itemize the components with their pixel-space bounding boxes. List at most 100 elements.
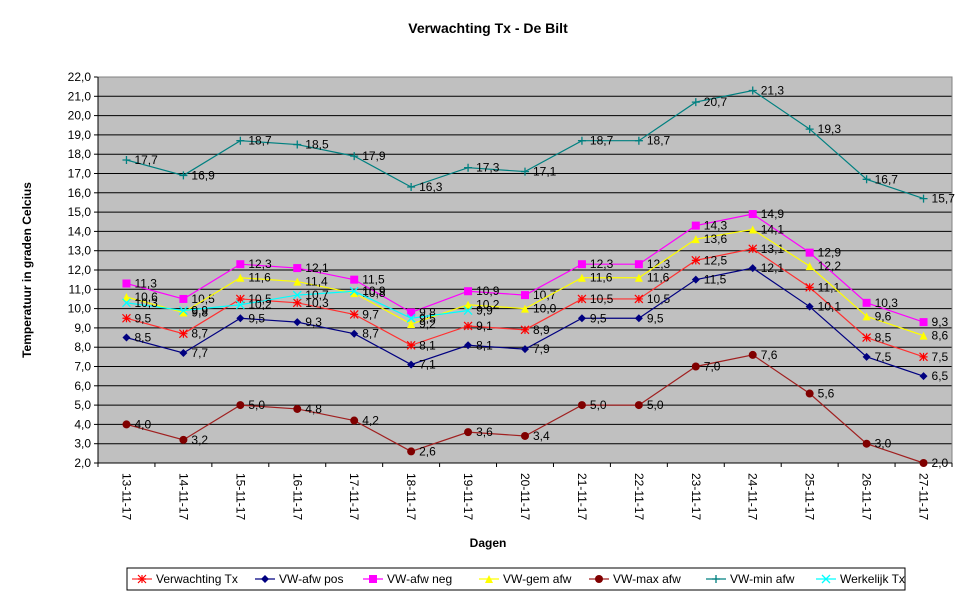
data-label: 11,1 xyxy=(818,280,841,294)
data-label: 10,0 xyxy=(533,302,557,316)
data-label: 18,7 xyxy=(647,134,671,148)
marker xyxy=(293,277,302,286)
marker xyxy=(464,341,473,350)
marker xyxy=(521,167,529,176)
data-label: 11,6 xyxy=(248,271,271,285)
marker xyxy=(407,360,416,369)
marker xyxy=(595,575,603,583)
data-label: 7,1 xyxy=(419,358,436,372)
marker xyxy=(577,401,586,410)
legend-label: VW-afw pos xyxy=(279,572,343,586)
legend-label: VW-min afw xyxy=(730,572,795,586)
data-label: 11,6 xyxy=(647,271,670,285)
data-label: 8,6 xyxy=(932,329,949,343)
data-label: 13,1 xyxy=(761,242,785,256)
x-tick-label: 27-11-17 xyxy=(917,473,931,520)
data-label: 8,7 xyxy=(191,327,208,341)
data-label: 18,5 xyxy=(305,138,329,152)
y-tick-label: 15,0 xyxy=(68,205,92,219)
marker xyxy=(122,155,131,164)
marker xyxy=(634,294,644,304)
data-label: 3,0 xyxy=(875,437,892,451)
data-label: 20,7 xyxy=(704,95,728,109)
marker xyxy=(407,183,416,192)
marker xyxy=(464,300,473,309)
marker xyxy=(179,171,188,180)
marker xyxy=(691,235,700,244)
marker xyxy=(748,210,757,219)
data-label: 13,6 xyxy=(704,232,728,246)
marker xyxy=(179,308,188,317)
marker xyxy=(350,152,359,161)
marker xyxy=(235,294,245,304)
marker xyxy=(634,314,643,323)
marker xyxy=(178,329,188,339)
data-label: 11,6 xyxy=(590,271,613,285)
data-label: 9,5 xyxy=(248,311,265,325)
marker xyxy=(691,255,701,265)
data-label: 16,7 xyxy=(875,172,899,186)
marker xyxy=(521,345,529,354)
data-label: 10,2 xyxy=(248,298,272,312)
marker xyxy=(862,352,871,361)
data-label: 14,3 xyxy=(704,219,728,233)
data-label: 7,5 xyxy=(875,350,892,364)
marker xyxy=(691,362,700,371)
marker xyxy=(634,136,643,145)
data-label: 8,5 xyxy=(875,331,892,345)
data-label: 9,5 xyxy=(419,311,436,325)
data-label: 14,1 xyxy=(761,222,785,236)
marker xyxy=(805,302,814,311)
data-label: 3,6 xyxy=(476,425,493,439)
data-label: 16,9 xyxy=(191,168,215,182)
data-label: 7,0 xyxy=(704,360,721,374)
chart-title: Verwachting Tx - De Bilt xyxy=(408,20,568,36)
legend-label: VW-afw neg xyxy=(387,572,452,586)
marker xyxy=(236,273,245,282)
data-label: 18,7 xyxy=(590,134,614,148)
data-label: 12,1 xyxy=(761,261,785,275)
y-tick-label: 9,0 xyxy=(74,321,91,335)
x-tick-label: 19-11-17 xyxy=(461,473,475,520)
y-tick-label: 11,0 xyxy=(69,282,92,296)
marker xyxy=(236,260,245,269)
marker xyxy=(350,416,359,425)
y-tick-label: 2,0 xyxy=(74,456,91,470)
data-label: 7,5 xyxy=(932,350,949,364)
data-label: 12,9 xyxy=(818,246,842,260)
marker xyxy=(577,273,586,282)
marker xyxy=(178,306,188,315)
marker xyxy=(521,291,529,300)
data-label: 9,6 xyxy=(875,309,892,323)
x-tick-label: 22-11-17 xyxy=(632,473,646,520)
marker xyxy=(293,140,302,149)
marker xyxy=(464,428,473,437)
marker xyxy=(862,439,871,448)
data-label: 17,9 xyxy=(362,149,386,163)
y-tick-label: 22,0 xyxy=(68,70,92,84)
data-label: 4,8 xyxy=(305,402,322,416)
data-label: 2,0 xyxy=(932,456,949,470)
data-label: 10,6 xyxy=(134,290,158,304)
marker xyxy=(236,401,245,410)
marker xyxy=(122,293,131,302)
marker xyxy=(862,298,871,307)
marker xyxy=(463,321,473,331)
data-label: 12,3 xyxy=(590,257,614,271)
data-label: 9,5 xyxy=(134,311,151,325)
data-label: 10,3 xyxy=(134,296,158,310)
data-label: 18,7 xyxy=(248,134,272,148)
marker xyxy=(407,308,416,317)
marker xyxy=(485,575,493,583)
marker xyxy=(406,313,416,323)
y-tick-label: 4,0 xyxy=(74,417,91,431)
marker xyxy=(577,314,586,323)
marker xyxy=(122,333,131,342)
marker xyxy=(293,318,302,327)
y-tick-label: 5,0 xyxy=(74,398,91,412)
data-label: 7,7 xyxy=(191,346,208,360)
data-label: 10,5 xyxy=(590,292,614,306)
marker xyxy=(634,273,643,282)
marker xyxy=(369,575,377,583)
data-label: 21,3 xyxy=(761,84,785,98)
